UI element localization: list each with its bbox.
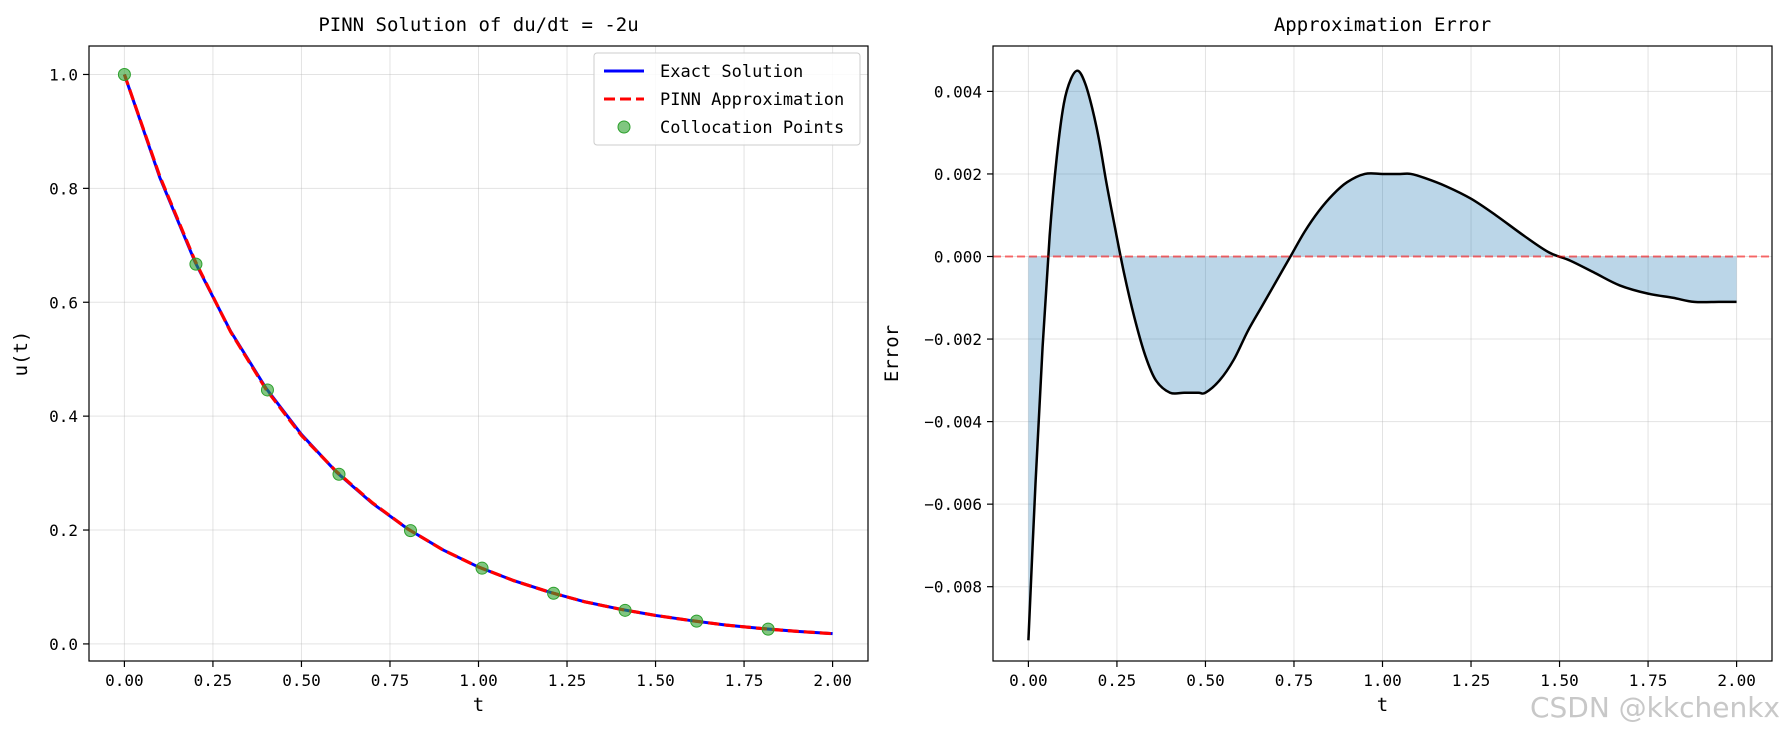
y-tick-label: 0.0	[49, 635, 78, 654]
legend-box	[593, 52, 861, 146]
x-tick-label: 0.25	[1098, 671, 1137, 690]
x-tick-label: 1.25	[1452, 671, 1491, 690]
x-tick-label: 1.25	[548, 671, 587, 690]
x-tick-label: 0.50	[282, 671, 321, 690]
y-tick-label: −0.002	[924, 330, 982, 349]
y-tick-label: 0.8	[49, 179, 78, 198]
x-tick-label: 0.75	[371, 671, 410, 690]
x-tick-label: 0.25	[194, 671, 233, 690]
plot-area	[117, 67, 833, 636]
x-tick-label: 0.00	[1009, 671, 1048, 690]
x-tick-label: 0.75	[1275, 671, 1314, 690]
collocation-point	[618, 603, 632, 617]
x-tick-label: 1.75	[725, 671, 764, 690]
x-tick-label: 0.00	[105, 671, 144, 690]
y-tick-label: 0.002	[934, 165, 982, 184]
collocation-point	[690, 614, 704, 628]
y-axis-label: Error	[881, 325, 903, 382]
x-axis-label: t	[1377, 694, 1388, 716]
x-tick-label: 1.50	[1540, 671, 1579, 690]
x-tick-label: 2.00	[1717, 671, 1756, 690]
y-tick-label: 0.4	[49, 407, 78, 426]
y-tick-label: 0.6	[49, 293, 78, 312]
x-tick-label: 0.50	[1186, 671, 1225, 690]
y-axis-label: u(t)	[10, 331, 32, 377]
x-tick-label: 1.75	[1629, 671, 1668, 690]
legend-label: Collocation Points	[660, 118, 844, 138]
error-line	[1027, 69, 1737, 641]
collocation-point	[260, 383, 274, 397]
legend-marker	[617, 120, 631, 134]
y-tick-label: 0.000	[934, 248, 982, 267]
x-tick-label: 1.50	[636, 671, 675, 690]
y-tick-label: −0.004	[924, 413, 982, 432]
legend: Exact Solution PINN Approximation Collocat…	[593, 52, 861, 146]
watermark: CSDN @kkchenkx	[1530, 691, 1780, 724]
y-tick-label: −0.006	[924, 495, 982, 514]
chart-title: Approximation Error	[1274, 14, 1491, 36]
collocation-point	[547, 586, 561, 600]
legend-label: Exact Solution	[660, 62, 803, 82]
collocation-point	[189, 257, 203, 271]
x-tick-label: 1.00	[1363, 671, 1402, 690]
plot-area	[993, 69, 1772, 641]
x-axis-label: t	[473, 694, 484, 716]
legend-label: PINN Approximation	[660, 90, 844, 110]
collocation-point	[761, 622, 775, 636]
left-chart: 0.00 0.25 0.50 0.75 1.00 1.25 1.50 1.75 2.00 0.0 0…	[10, 14, 869, 716]
chart-title: PINN Solution of du/dt = -2u	[318, 14, 638, 36]
collocation-point	[404, 524, 418, 538]
y-tick-label: 0.004	[934, 82, 982, 101]
collocation-point	[117, 67, 131, 81]
right-chart: 0.00 0.25 0.50 0.75 1.00 1.25 1.50 1.75 2.00 −0.0…	[881, 14, 1773, 716]
y-tick-label: 0.2	[49, 521, 78, 540]
x-tick-label: 2.00	[813, 671, 852, 690]
error-fill-area	[1028, 70, 1737, 641]
x-tick-label: 1.00	[459, 671, 498, 690]
y-tick-label: 1.0	[49, 65, 78, 84]
y-tick-label: −0.008	[924, 578, 982, 597]
collocation-point	[332, 467, 346, 481]
collocation-point	[475, 561, 489, 575]
